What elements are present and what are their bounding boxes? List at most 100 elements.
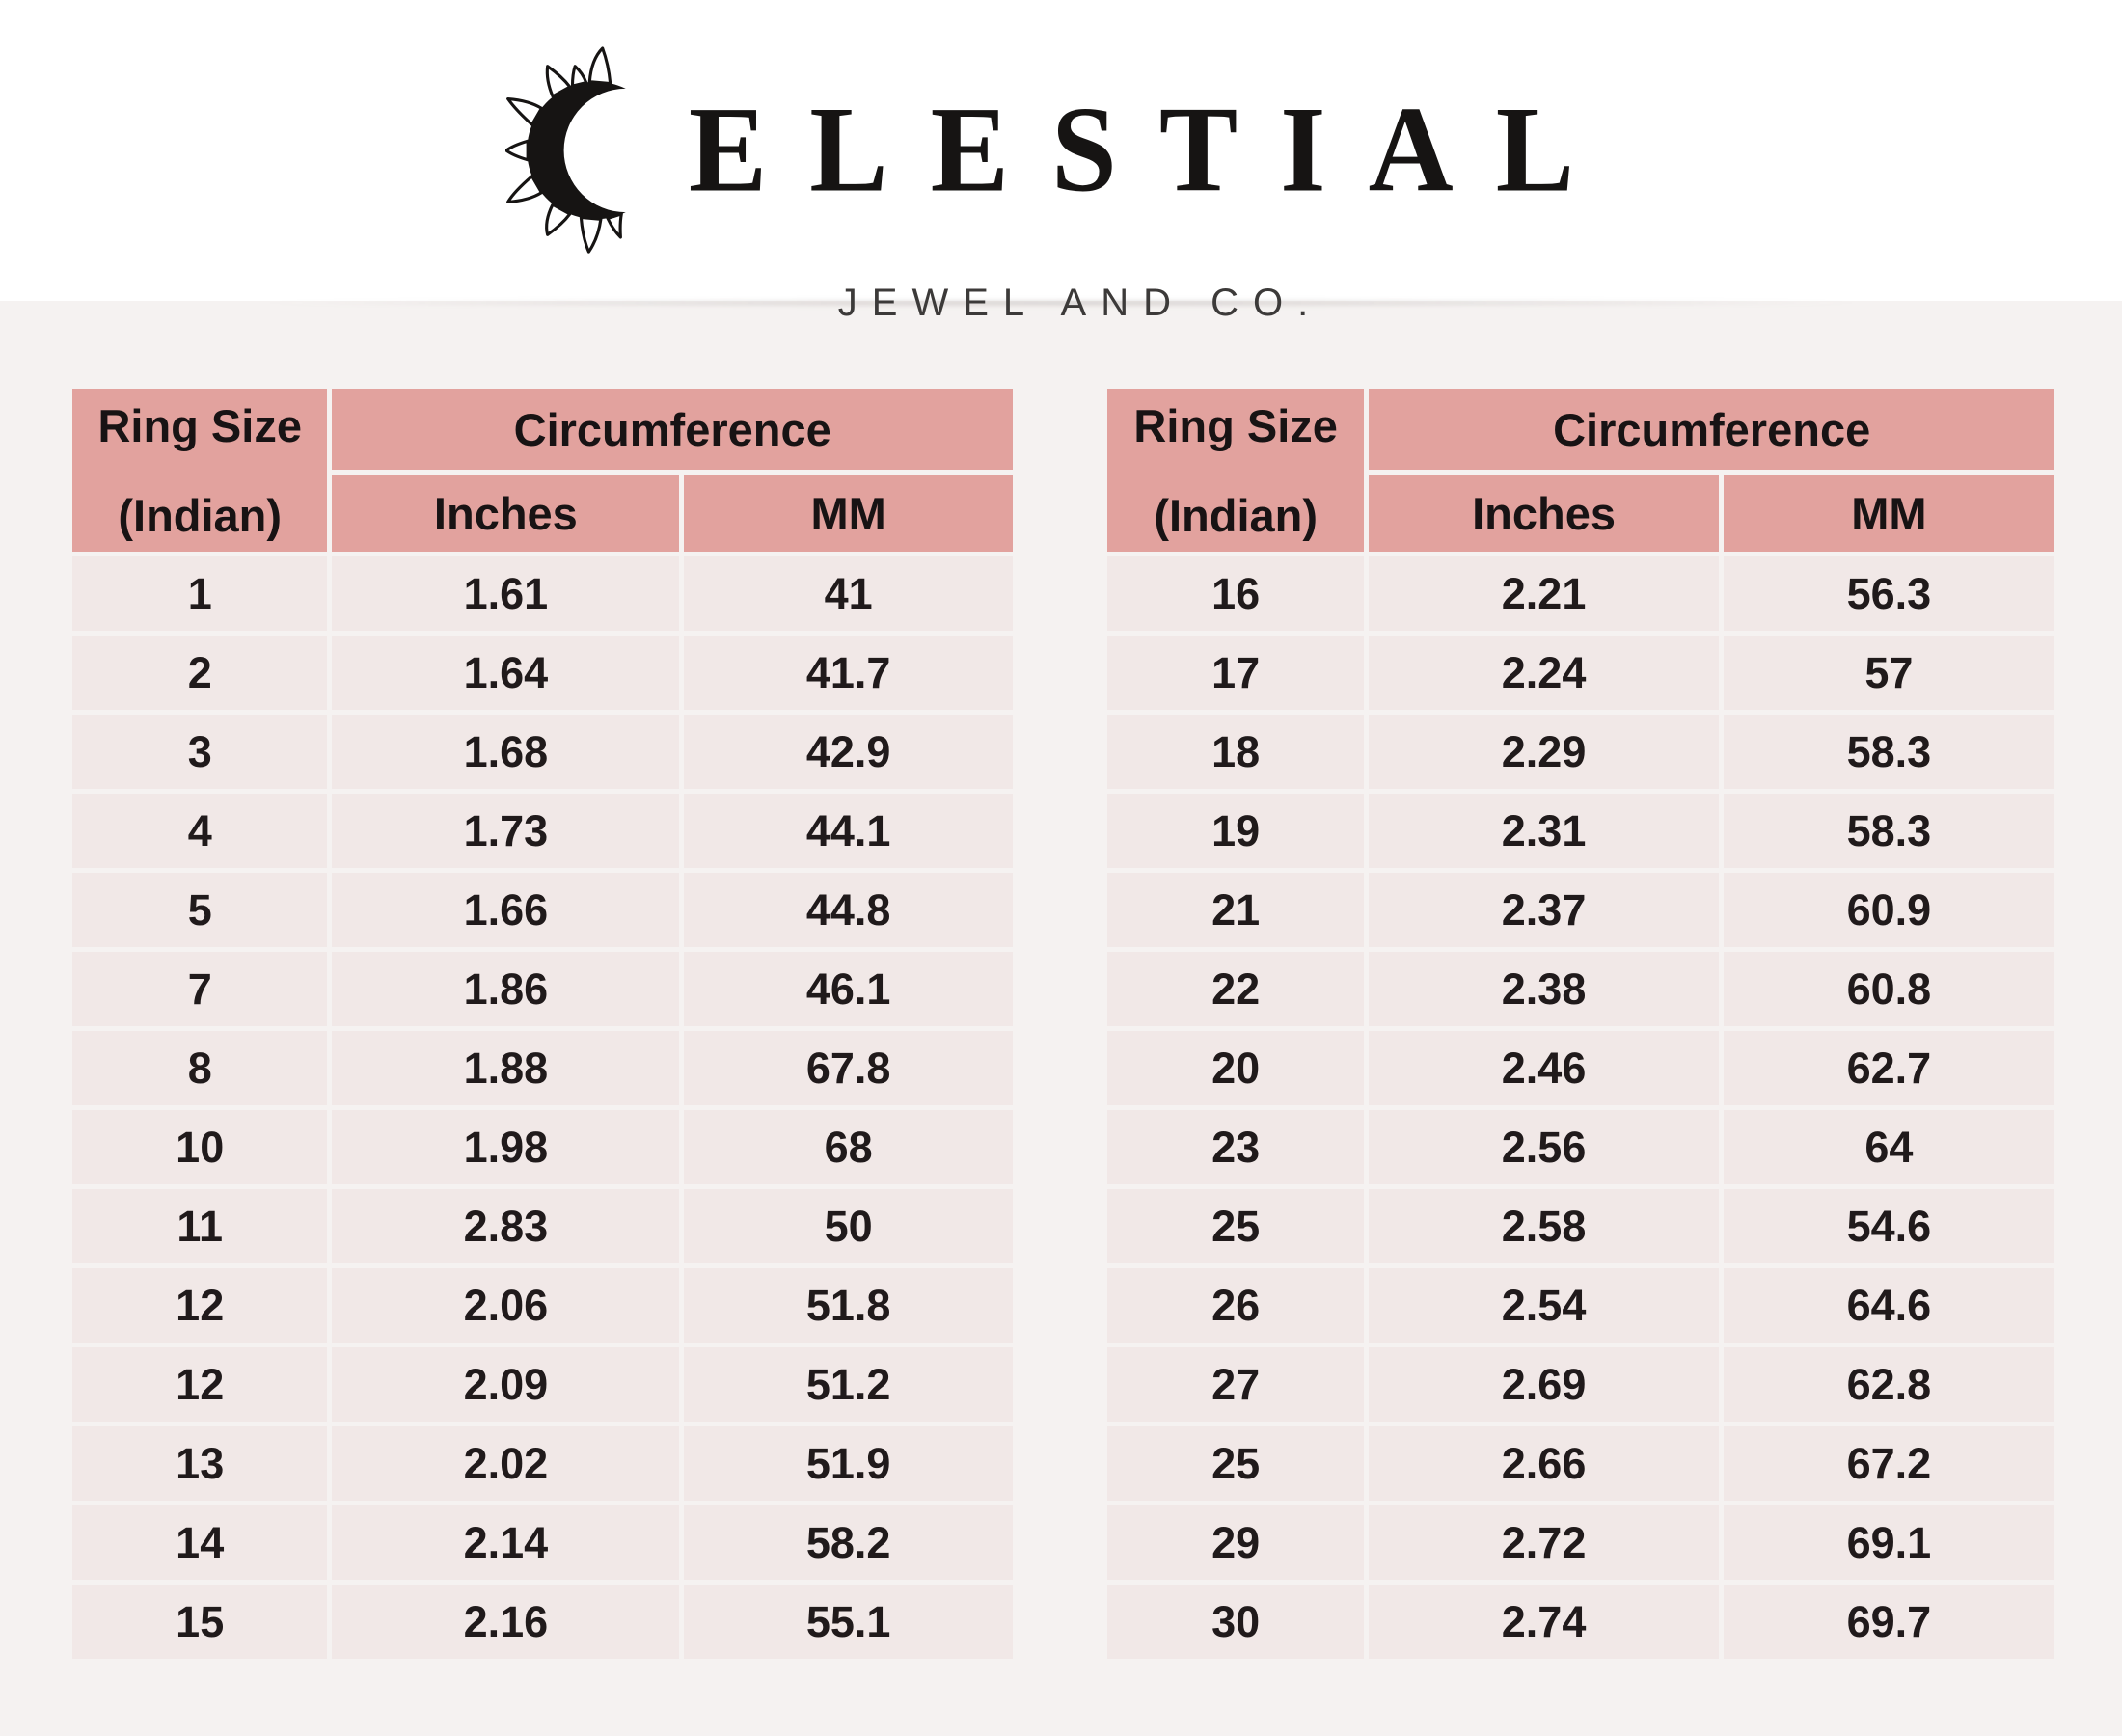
cell-size: 15 xyxy=(72,1585,328,1659)
cell-mm: 46.1 xyxy=(684,952,1013,1026)
cell-size: 22 xyxy=(1107,952,1365,1026)
cell-inches: 1.66 xyxy=(332,873,680,947)
cell-mm: 67.8 xyxy=(684,1031,1013,1105)
table-row: 4 1.73 44.1 xyxy=(72,794,1013,868)
cell-inches: 2.29 xyxy=(1369,715,1719,789)
cell-inches: 1.64 xyxy=(332,636,680,710)
cell-mm: 62.7 xyxy=(1723,1031,2054,1105)
table-row: 27 2.69 62.8 xyxy=(1107,1347,2054,1422)
cell-size: 10 xyxy=(72,1110,328,1184)
cell-size: 14 xyxy=(72,1505,328,1580)
table-row: 10 1.98 68 xyxy=(72,1110,1013,1184)
cell-size: 25 xyxy=(1107,1189,1365,1263)
ring-size-table-right: Ring Size (Indian) Circumference Inches … xyxy=(1102,384,2059,1664)
cell-size: 2 xyxy=(72,636,328,710)
cell-mm: 55.1 xyxy=(684,1585,1013,1659)
cell-mm: 60.9 xyxy=(1723,873,2054,947)
table-row: 14 2.14 58.2 xyxy=(72,1505,1013,1580)
cell-mm: 69.1 xyxy=(1723,1505,2054,1580)
cell-size: 3 xyxy=(72,715,328,789)
table-row: 2 1.64 41.7 xyxy=(72,636,1013,710)
ring-size-table-left: Ring Size (Indian) Circumference Inches … xyxy=(68,384,1018,1664)
table-row: 26 2.54 64.6 xyxy=(1107,1268,2054,1343)
cell-inches: 2.74 xyxy=(1369,1585,1719,1659)
header-circumference: Circumference xyxy=(1369,389,2054,470)
table-row: 18 2.29 58.3 xyxy=(1107,715,2054,789)
cell-inches: 2.21 xyxy=(1369,556,1719,631)
table-row: 1 1.61 41 xyxy=(72,556,1013,631)
cell-mm: 44.8 xyxy=(684,873,1013,947)
brand-logo: ELESTIAL JEWEL AND CO. xyxy=(0,37,2122,325)
cell-size: 19 xyxy=(1107,794,1365,868)
cell-mm: 67.2 xyxy=(1723,1426,2054,1501)
cell-mm: 58.3 xyxy=(1723,715,2054,789)
cell-mm: 42.9 xyxy=(684,715,1013,789)
cell-inches: 1.88 xyxy=(332,1031,680,1105)
header-mm: MM xyxy=(684,475,1013,552)
cell-inches: 2.69 xyxy=(1369,1347,1719,1422)
cell-mm: 64 xyxy=(1723,1110,2054,1184)
header-ring-size-line2: (Indian) xyxy=(1154,489,1318,541)
table-row: 11 2.83 50 xyxy=(72,1189,1013,1263)
table-row: 29 2.72 69.1 xyxy=(1107,1505,2054,1580)
table-row: 19 2.31 58.3 xyxy=(1107,794,2054,868)
cell-size: 11 xyxy=(72,1189,328,1263)
cell-inches: 2.16 xyxy=(332,1585,680,1659)
header-ring-size: Ring Size (Indian) xyxy=(1107,389,1365,552)
cell-size: 5 xyxy=(72,873,328,947)
cell-mm: 51.9 xyxy=(684,1426,1013,1501)
cell-inches: 2.09 xyxy=(332,1347,680,1422)
cell-size: 1 xyxy=(72,556,328,631)
brand-name-text: ELESTIAL xyxy=(688,82,1618,218)
cell-inches: 2.46 xyxy=(1369,1031,1719,1105)
header-ring-size-line2: (Indian) xyxy=(118,489,283,541)
cell-inches: 1.98 xyxy=(332,1110,680,1184)
cell-mm: 51.2 xyxy=(684,1347,1013,1422)
table-row: 5 1.66 44.8 xyxy=(72,873,1013,947)
cell-inches: 2.24 xyxy=(1369,636,1719,710)
cell-inches: 1.86 xyxy=(332,952,680,1026)
header-ring-size-line1: Ring Size xyxy=(1133,399,1338,451)
cell-mm: 68 xyxy=(684,1110,1013,1184)
table-row: 15 2.16 55.1 xyxy=(72,1585,1013,1659)
cell-size: 7 xyxy=(72,952,328,1026)
cell-mm: 60.8 xyxy=(1723,952,2054,1026)
cell-size: 30 xyxy=(1107,1585,1365,1659)
cell-size: 21 xyxy=(1107,873,1365,947)
table-row: 20 2.46 62.7 xyxy=(1107,1031,2054,1105)
table-row: 12 2.06 51.8 xyxy=(72,1268,1013,1343)
cell-inches: 2.37 xyxy=(1369,873,1719,947)
cell-size: 25 xyxy=(1107,1426,1365,1501)
table-row: 25 2.58 54.6 xyxy=(1107,1189,2054,1263)
cell-inches: 2.38 xyxy=(1369,952,1719,1026)
cell-size: 23 xyxy=(1107,1110,1365,1184)
cell-mm: 41 xyxy=(684,556,1013,631)
cell-mm: 51.8 xyxy=(684,1268,1013,1343)
header-circumference: Circumference xyxy=(332,389,1013,470)
table-row: 25 2.66 67.2 xyxy=(1107,1426,2054,1501)
sun-crescent-icon xyxy=(504,37,694,264)
cell-size: 17 xyxy=(1107,636,1365,710)
cell-inches: 2.58 xyxy=(1369,1189,1719,1263)
brand-wordmark: ELESTIAL xyxy=(504,37,1618,264)
cell-inches: 2.66 xyxy=(1369,1426,1719,1501)
cell-size: 26 xyxy=(1107,1268,1365,1343)
table-row: 12 2.09 51.2 xyxy=(72,1347,1013,1422)
cell-inches: 2.14 xyxy=(332,1505,680,1580)
cell-mm: 69.7 xyxy=(1723,1585,2054,1659)
cell-inches: 2.02 xyxy=(332,1426,680,1501)
header-mm: MM xyxy=(1723,475,2054,552)
cell-size: 12 xyxy=(72,1347,328,1422)
table-row: 16 2.21 56.3 xyxy=(1107,556,2054,631)
header-inches: Inches xyxy=(332,475,680,552)
cell-inches: 2.06 xyxy=(332,1268,680,1343)
table-row: 21 2.37 60.9 xyxy=(1107,873,2054,947)
table-row: 23 2.56 64 xyxy=(1107,1110,2054,1184)
cell-inches: 1.61 xyxy=(332,556,680,631)
table-row: 17 2.24 57 xyxy=(1107,636,2054,710)
cell-inches: 2.54 xyxy=(1369,1268,1719,1343)
cell-mm: 62.8 xyxy=(1723,1347,2054,1422)
cell-mm: 41.7 xyxy=(684,636,1013,710)
table-row: 30 2.74 69.7 xyxy=(1107,1585,2054,1659)
cell-size: 18 xyxy=(1107,715,1365,789)
